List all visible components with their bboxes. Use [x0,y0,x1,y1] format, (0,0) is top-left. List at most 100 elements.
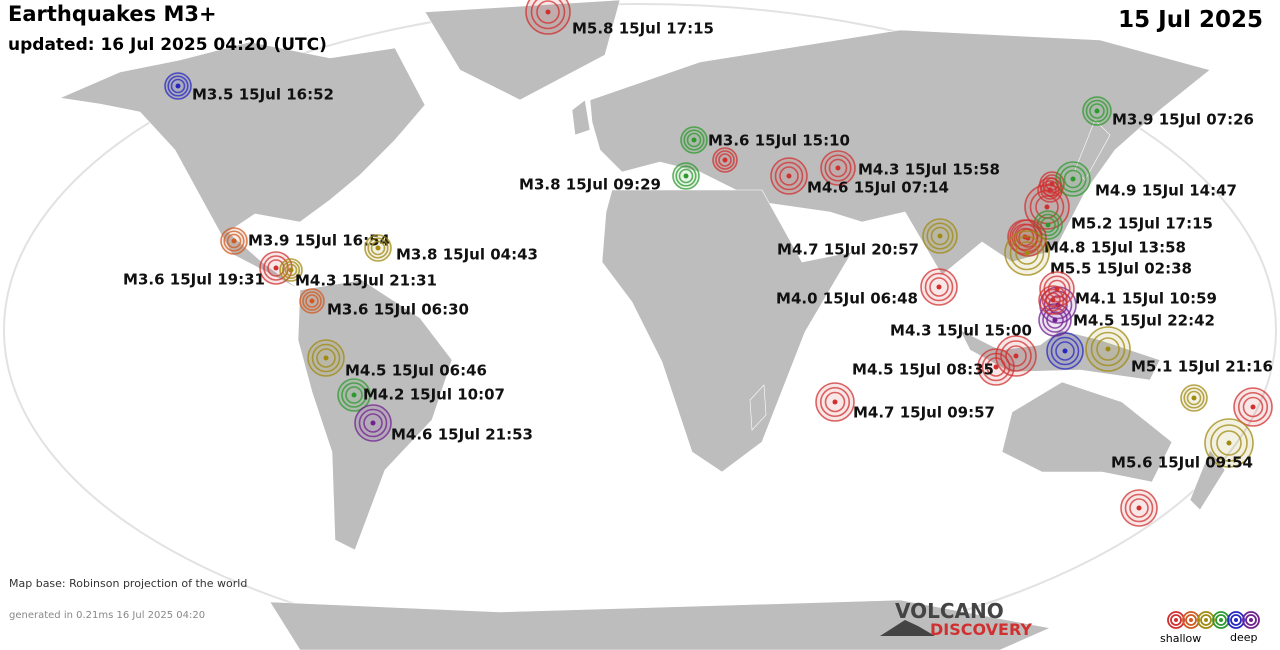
marker-ring [1063,169,1083,189]
marker-ring [305,294,319,308]
quake-marker [337,378,371,412]
quake-label: M5.1 15Jul 21:16 [1131,358,1273,376]
marker-ring [281,260,301,280]
marker-core [832,399,838,405]
marker-ring [815,382,855,422]
quake-label: M3.9 15Jul 07:26 [1112,111,1254,129]
legend-ring [1182,611,1200,629]
quake-marker [1046,332,1084,370]
marker-ring [302,291,322,311]
quake-marker [1004,230,1050,276]
marker-ring [1120,489,1158,527]
title: Earthquakes M3+ [8,2,217,26]
legend-core [1204,618,1208,622]
quake-marker [220,227,248,255]
marker-ring [683,129,705,151]
marker-ring [1033,210,1063,240]
legend-ring [1212,611,1230,629]
marker-ring [718,153,732,167]
marker-ring [930,226,950,246]
legend-ring [1170,614,1182,626]
quake-marker [1085,326,1131,372]
marker-ring [530,0,566,30]
quake-label: M4.8 15Jul 13:58 [1044,239,1186,257]
quake-marker [354,404,392,442]
marker-core [1052,317,1058,323]
quake-marker [672,162,700,190]
marker-core [722,157,728,163]
marker-ring [824,154,852,182]
marker-ring [712,147,738,173]
marker-ring [1046,311,1064,329]
marker-ring [977,348,1015,386]
marker-ring [922,218,958,254]
marker-ring [824,391,846,413]
marker-core [175,83,181,89]
marker-ring [367,237,389,259]
quake-label: M4.1 15Jul 10:59 [1075,290,1217,308]
quake-marker [770,157,808,195]
generated: generated in 0.21ms 16 Jul 2025 04:20 [9,610,205,621]
quake-label: M3.6 15Jul 15:10 [708,132,850,150]
marker-core [1226,440,1232,446]
marker-core [1013,353,1019,359]
marker-ring [1009,235,1045,271]
marker-core [683,173,689,179]
marker-ring [1040,180,1060,200]
marker-ring [920,268,958,306]
marker-ring [1210,424,1248,462]
marker-core [691,137,697,143]
quake-marker [920,268,958,306]
marker-core [545,9,551,15]
marker-ring [279,258,303,282]
legend-core [1174,618,1178,622]
legend-core [1219,618,1223,622]
marker-ring [1085,99,1109,123]
marker-ring [170,78,186,94]
logo-bottom: DISCOVERY [930,620,1032,639]
marker-ring [1089,103,1105,119]
marker-ring [1085,326,1131,372]
quake-label: M5.2 15Jul 17:15 [1071,215,1213,233]
marker-ring [358,408,388,438]
marker-ring [1004,230,1050,276]
quake-marker [1180,384,1208,412]
marker-core [937,233,943,239]
marker-core [370,420,376,426]
quake-label: M4.5 15Jul 08:35 [852,361,994,379]
marker-ring [672,162,700,190]
legend [1167,611,1260,629]
marker-ring [1216,430,1242,456]
marker-ring [1180,384,1208,412]
quake-label: M4.3 15Jul 15:58 [858,161,1000,179]
marker-ring [370,240,386,256]
marker-core [1045,222,1051,228]
legend-deep: deep [1230,631,1258,644]
quake-marker [259,251,293,285]
marker-ring [341,382,367,408]
marker-ring [1129,498,1149,518]
marker-ring [1042,307,1068,333]
legend-ring [1167,611,1185,629]
quake-marker [977,348,1015,386]
legend-ring [1200,614,1212,626]
marker-ring [1015,241,1039,265]
marker-ring [986,357,1006,377]
quake-marker [1039,271,1075,307]
updated: updated: 16 Jul 2025 04:20 (UTC) [8,35,327,55]
marker-ring [1186,390,1202,406]
marker-ring [1096,337,1120,361]
marker-ring [337,378,371,412]
legend-ring [1185,614,1197,626]
marker-ring [715,150,735,170]
quake-marker [712,147,738,173]
quake-label: M5.5 15Jul 02:38 [1050,260,1192,278]
marker-core [309,298,315,304]
quake-label: M5.6 15Jul 09:54 [1111,454,1253,472]
marker-ring [828,158,848,178]
marker-ring [774,161,804,191]
marker-ring [284,263,298,277]
marker-core [936,284,942,290]
marker-core [1191,395,1197,401]
marker-ring [1037,177,1063,203]
